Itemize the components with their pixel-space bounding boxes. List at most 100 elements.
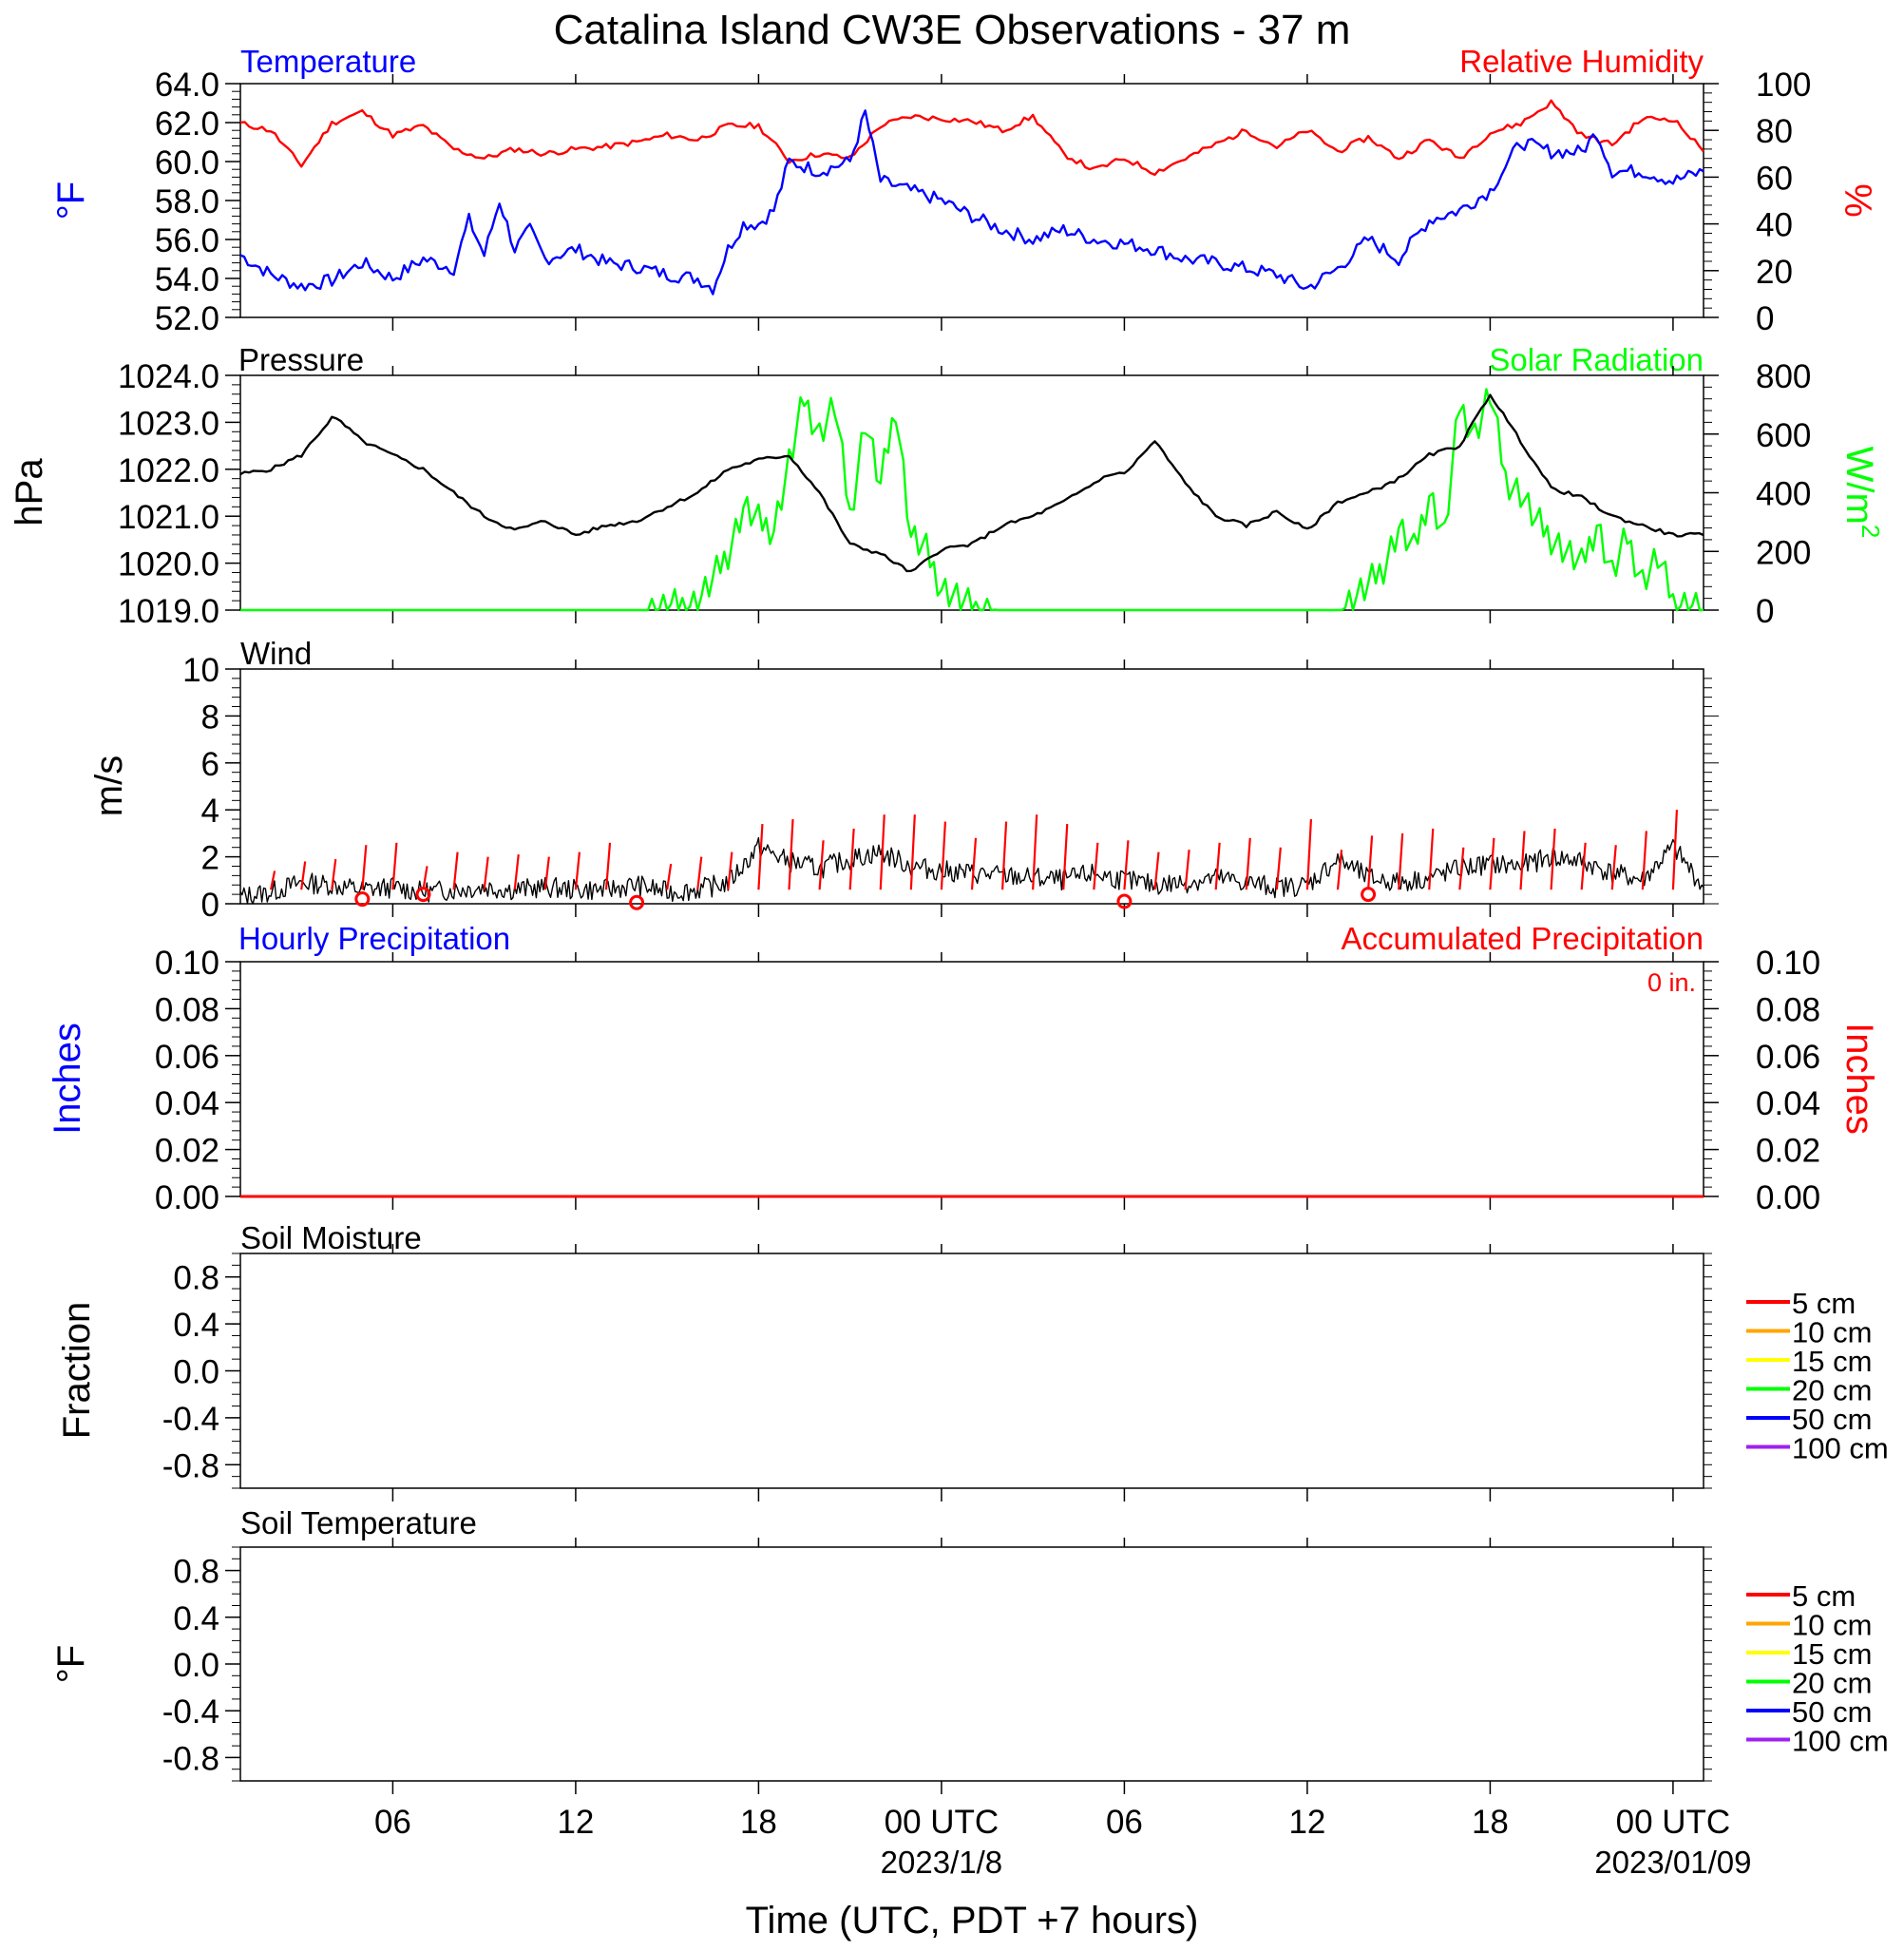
humidity-title: Relative Humidity <box>1459 44 1704 79</box>
temp-rh-lines <box>239 99 1704 296</box>
y-tick-label: 52.0 <box>155 300 219 337</box>
legend-label: 10 cm <box>1792 1609 1872 1642</box>
y-tick-label: 0.02 <box>1756 1133 1820 1170</box>
panel-temp-rh: Temperature Relative Humidity °F % 52.05… <box>50 44 1878 337</box>
wind-barb <box>1641 831 1647 890</box>
wind-barb <box>1671 810 1679 890</box>
wind-barb <box>1245 837 1251 890</box>
x-tick-label: 12 <box>557 1804 594 1841</box>
wind-barb <box>270 870 276 890</box>
y-tick-label: 0.10 <box>1756 945 1820 982</box>
wind-barb <box>727 851 733 890</box>
hourly-precip-unit: Inches <box>47 1023 88 1135</box>
panel-precip: Hourly Precipitation Accumulated Precipi… <box>47 921 1880 1216</box>
wind-barb <box>940 821 947 890</box>
wind-barb <box>1062 823 1069 890</box>
panel-wind: Wind m/s 0 2 4 6 8 10 <box>88 636 1719 924</box>
wind-barb <box>391 842 398 890</box>
y-tick-label: -0.8 <box>162 1447 219 1484</box>
y-tick-label: 40 <box>1756 207 1793 244</box>
y-tick-label: 60.0 <box>155 144 219 182</box>
wind-unit: m/s <box>88 756 130 816</box>
wind-barb <box>1214 842 1221 890</box>
wind-barb <box>970 837 978 890</box>
y-tick-label: 0.06 <box>1756 1039 1820 1076</box>
wind-barb <box>1398 832 1404 890</box>
panel-soil-temp: Soil Temperature °F -0.8 -0.4 0.0 0.4 0.8 5 … <box>50 1505 1889 1794</box>
soil-moisture-title: Soil Moisture <box>240 1220 422 1255</box>
wind-barb <box>818 840 825 890</box>
x-tick-label: 18 <box>1472 1804 1509 1841</box>
humidity-line <box>239 99 1704 177</box>
wind-speed-line <box>239 836 1704 905</box>
solar-title: Solar Radiation <box>1489 342 1704 377</box>
y-tick-label: 0 <box>1756 593 1774 630</box>
wind-barb <box>1000 821 1008 890</box>
wind-barb <box>666 863 673 890</box>
y-tick-label: 0 <box>1756 300 1774 337</box>
temp-rh-frame <box>239 83 1704 318</box>
y-tick-label: 1021.0 <box>118 499 219 536</box>
wind-barb <box>452 851 459 890</box>
x-tick-label: 12 <box>1288 1804 1325 1841</box>
y-tick-label: 4 <box>201 793 219 830</box>
wind-barb <box>1580 842 1587 890</box>
soil-moisture-unit: Fraction <box>56 1302 98 1440</box>
pressure-unit: hPa <box>9 458 50 526</box>
wind-barb <box>1489 837 1495 890</box>
legend-label: 50 cm <box>1792 1403 1872 1436</box>
soil-moisture-frame <box>239 1253 1704 1489</box>
y-tick-label: 1019.0 <box>118 593 219 630</box>
x-axis-label: Time (UTC, PDT +7 hours) <box>746 1900 1199 1941</box>
wind-frame <box>239 668 1704 905</box>
y-tick-label: 0.04 <box>1756 1085 1820 1122</box>
y-tick-label: 0.08 <box>1756 991 1820 1028</box>
precip-ticks: 0.00 0.02 0.04 0.06 0.08 0.10 0.00 0.02 0.04 0.06… <box>155 945 1820 1216</box>
y-tick-label: 0.0 <box>173 1647 219 1684</box>
y-tick-label: 1024.0 <box>118 358 219 395</box>
wind-barb <box>788 819 794 890</box>
y-tick-label: 6 <box>201 746 219 783</box>
x-tick-label: 06 <box>374 1804 411 1841</box>
wind-barb <box>1275 847 1282 890</box>
legend-label: 100 cm <box>1792 1725 1889 1758</box>
pressure-solar-lines <box>239 388 1704 612</box>
x-tick-label: 06 <box>1106 1804 1143 1841</box>
wind-barb <box>1550 828 1556 890</box>
accum-precip-total: 0 in. <box>1647 968 1696 997</box>
y-tick-label: 600 <box>1756 417 1811 454</box>
wind-barb <box>1428 828 1435 890</box>
y-tick-label: 0.02 <box>155 1133 219 1170</box>
legend-label: 5 cm <box>1792 1287 1856 1320</box>
legend-label: 15 cm <box>1792 1637 1872 1671</box>
accum-precip-title: Accumulated Precipitation <box>1341 921 1704 956</box>
hourly-precip-title: Hourly Precipitation <box>238 921 510 956</box>
solar-unit-base: W/m <box>1838 447 1880 525</box>
y-tick-label: 0.4 <box>173 1307 219 1344</box>
x-tick-sublabel: 2023/1/8 <box>881 1845 1002 1880</box>
wind-barb <box>879 814 885 890</box>
y-tick-label: 0.00 <box>155 1179 219 1216</box>
y-tick-label: 0.04 <box>155 1085 219 1122</box>
pressure-solar-ticks: 1019.0 1020.0 1021.0 1022.0 1023.0 1024.0 0 200… <box>118 358 1811 630</box>
wind-barb <box>1458 847 1465 890</box>
soil-temp-title: Soil Temperature <box>240 1505 477 1540</box>
legend-label: 5 cm <box>1792 1579 1856 1613</box>
solar-unit: W/m2 <box>1838 447 1885 539</box>
x-axis-tick-labels: 06 12 18 00 UTC 2023/1/8 06 12 18 00 UTC 2023/01/… <box>374 1804 1752 1880</box>
wind-barb <box>300 861 307 890</box>
wind-barb <box>696 856 703 890</box>
y-tick-label: 400 <box>1756 476 1811 513</box>
wind-barb <box>1366 835 1374 890</box>
wind-barb <box>331 858 337 890</box>
wind-barb <box>422 866 428 890</box>
y-tick-label: 100 <box>1756 67 1811 104</box>
y-tick-label: -0.4 <box>162 1693 219 1731</box>
y-tick-label: 2 <box>201 840 219 877</box>
chart-title: Catalina Island CW3E Observations - 37 m <box>554 7 1351 53</box>
pressure-line <box>239 393 1704 573</box>
pressure-title: Pressure <box>238 342 364 377</box>
